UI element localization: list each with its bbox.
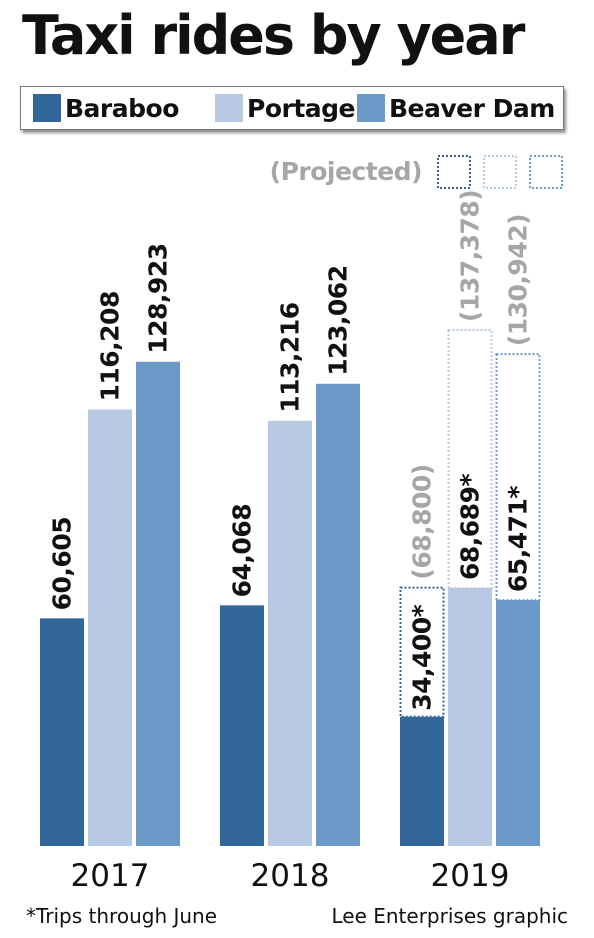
x-axis-labels: 2017 2018 2019 (71, 858, 510, 894)
legend-item-beaver-dam: Beaver Dam (357, 87, 555, 129)
chart-title: Taxi rides by year (22, 4, 525, 67)
bar-beaver-dam-2018 (316, 383, 360, 846)
bar-baraboo-2018 (220, 605, 264, 846)
legend-swatch-beaver-dam (357, 94, 385, 122)
projected-label-beaver-dam-2019: (130,942) (504, 214, 533, 346)
projected-legend: (Projected) (270, 155, 563, 189)
legend: Baraboo Portage Beaver Dam (20, 86, 564, 130)
projected-label-portage-2019: (137,378) (456, 190, 485, 322)
bar-beaver-dam-2017 (136, 361, 180, 846)
value-label-beaver-dam-2018: 123,062 (324, 265, 353, 375)
bar-baraboo-2017 (40, 618, 84, 846)
projected-label: (Projected) (270, 157, 422, 186)
bars-group (40, 361, 540, 846)
bar-beaver-dam-2019 (496, 600, 540, 846)
bar-portage-2019 (448, 588, 492, 846)
projected-bar-portage-2019 (447, 329, 493, 589)
value-label-baraboo-2017: 60,605 (48, 517, 77, 610)
legend-label-portage: Portage (247, 93, 356, 123)
legend-label-beaver-dam: Beaver Dam (389, 93, 555, 123)
legend-item-baraboo: Baraboo (33, 87, 179, 129)
projected-bar-beaver-dam-2019 (495, 353, 541, 602)
projected-legend-box-baraboo (437, 155, 471, 189)
value-label-baraboo-2019: 34,400* (408, 604, 437, 710)
projected-legend-box-beaver-dam (529, 155, 563, 189)
legend-label-baraboo: Baraboo (65, 93, 179, 123)
value-label-portage-2017: 116,208 (96, 291, 125, 401)
legend-swatch-portage (215, 94, 243, 122)
footnote-credit: Lee Enterprises graphic (331, 904, 568, 928)
bar-baraboo-2019 (400, 716, 444, 846)
legend-swatch-baraboo (33, 94, 61, 122)
x-label-2019: 2019 (431, 858, 510, 894)
projected-bars-group (399, 329, 541, 718)
x-label-2018: 2018 (251, 858, 330, 894)
value-label-beaver-dam-2017: 128,923 (144, 243, 173, 353)
footnote-trips: *Trips through June (26, 904, 218, 928)
projected-bar-baraboo-2019 (399, 586, 445, 718)
projected-legend-box-portage (483, 155, 517, 189)
value-label-portage-2019: 68,689* (456, 474, 485, 580)
x-label-2017: 2017 (71, 858, 150, 894)
bar-portage-2018 (268, 420, 312, 846)
value-label-baraboo-2018: 64,068 (228, 504, 257, 597)
legend-item-portage: Portage (215, 87, 356, 129)
value-label-portage-2018: 113,216 (276, 302, 305, 412)
bar-portage-2017 (88, 409, 132, 846)
value-labels-group: 60,605 116,208 128,923 64,068 113,216 123,062… (48, 190, 533, 711)
bar-chart: (Projected) 60,605 116,208 128,923 64,068 11… (40, 155, 563, 894)
projected-label-baraboo-2019: (68,800) (408, 464, 437, 579)
value-label-beaver-dam-2019: 65,471* (504, 486, 533, 592)
